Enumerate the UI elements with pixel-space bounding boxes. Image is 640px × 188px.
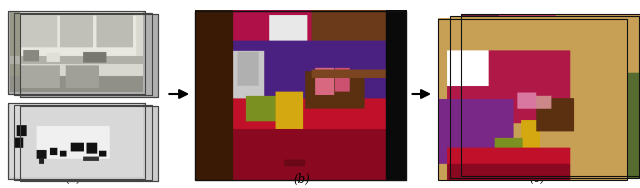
Bar bbox=[14, 105, 152, 180]
Bar bbox=[450, 16, 639, 178]
Bar bbox=[20, 14, 158, 97]
Bar bbox=[20, 14, 158, 97]
Bar bbox=[8, 103, 145, 179]
Bar bbox=[20, 106, 158, 181]
Bar bbox=[195, 11, 406, 180]
Bar bbox=[8, 103, 145, 179]
Text: (c): (c) bbox=[530, 173, 545, 186]
Text: (b): (b) bbox=[294, 173, 310, 186]
Bar bbox=[8, 11, 145, 94]
Bar bbox=[14, 105, 152, 180]
Text: (a): (a) bbox=[65, 173, 82, 186]
Bar bbox=[438, 19, 627, 180]
Bar bbox=[14, 13, 152, 96]
Bar bbox=[14, 13, 152, 96]
Bar bbox=[8, 11, 145, 94]
Bar bbox=[20, 106, 158, 181]
Bar bbox=[461, 14, 640, 176]
